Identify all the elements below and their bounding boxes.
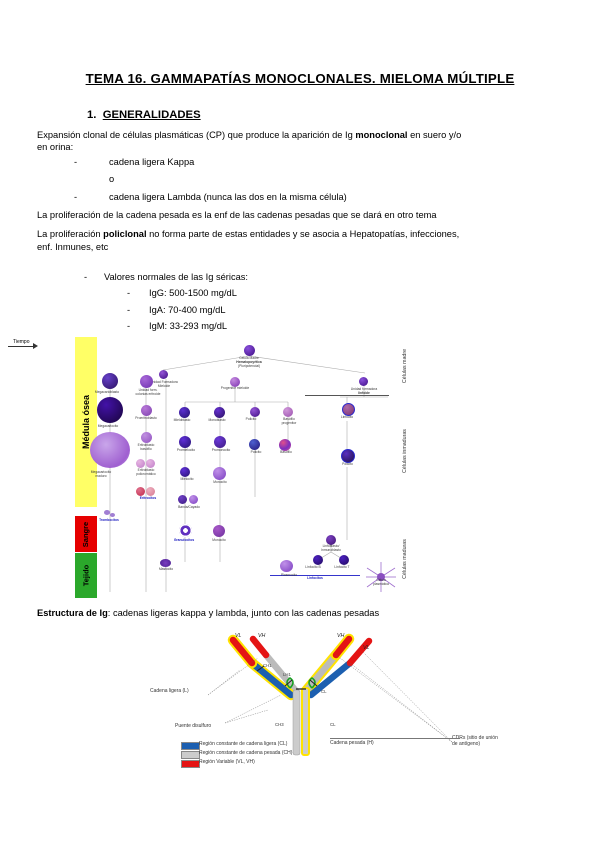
svg-text:VH: VH bbox=[337, 633, 345, 639]
svg-text:VH: VH bbox=[258, 633, 266, 639]
svg-text:VL: VL bbox=[363, 645, 370, 651]
svg-text:LH1: LH1 bbox=[283, 672, 291, 677]
svg-text:VL: VL bbox=[235, 633, 242, 639]
svg-text:CL: CL bbox=[321, 689, 327, 694]
svg-text:CH1: CH1 bbox=[263, 663, 272, 668]
